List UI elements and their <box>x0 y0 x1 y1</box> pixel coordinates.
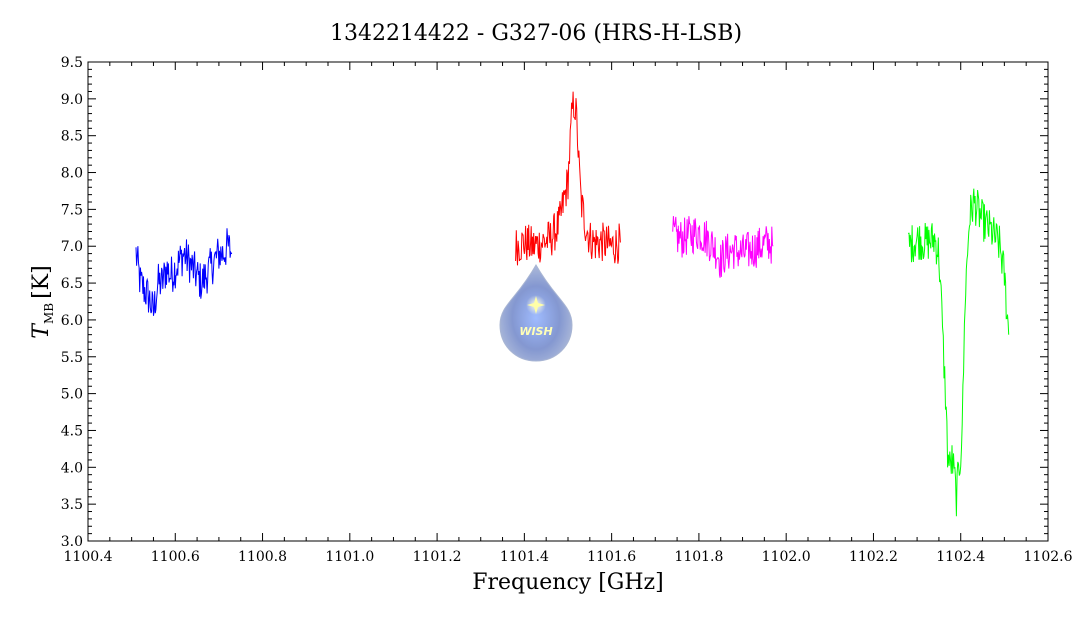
y-tick-label: 4.0 <box>61 460 83 476</box>
x-tick-label: 1102.2 <box>849 549 898 565</box>
x-tick-label: 1101.2 <box>413 549 462 565</box>
svg-text:TMB[K]: TMB [K] <box>29 265 56 338</box>
spectrum-series-2 <box>515 91 621 266</box>
x-tick-label: 1102.0 <box>762 549 811 565</box>
y-tick-label: 7.5 <box>61 202 83 218</box>
y-tick-label: 9.5 <box>61 55 83 71</box>
y-axis-label-sub: MB <box>42 303 56 324</box>
y-axis-label-main: T <box>29 322 54 339</box>
series-layer <box>135 91 1010 517</box>
x-tick-label: 1101.0 <box>325 549 374 565</box>
x-tick-label: 1101.6 <box>587 549 636 565</box>
y-axis-label: TMB [K] <box>29 265 56 338</box>
y-tick-label: 3.0 <box>61 534 83 550</box>
x-tick-label: 1102.4 <box>936 549 985 565</box>
x-axis-ticks: 1100.4 1100.6 1100.8 1101.0 1101.2 1101.4 1101… <box>64 62 1072 565</box>
y-tick-label: 9.0 <box>61 92 83 108</box>
y-tick-label: 6.5 <box>61 276 83 292</box>
y-tick-label: 5.0 <box>61 387 83 403</box>
y-tick-label: 5.5 <box>61 350 83 366</box>
x-tick-label: 1102.6 <box>1024 549 1072 565</box>
y-tick-label: 3.5 <box>61 497 83 513</box>
y-tick-label: 6.0 <box>61 313 83 329</box>
wish-logo: WISH <box>499 263 573 362</box>
y-tick-label: 7.0 <box>61 239 83 255</box>
y-tick-label: 8.5 <box>61 129 83 145</box>
wish-logo-text: WISH <box>519 325 552 338</box>
x-tick-label: 1100.8 <box>238 549 287 565</box>
y-axis-label-unit: [K] <box>29 265 54 299</box>
x-tick-label: 1100.4 <box>64 549 113 565</box>
x-tick-label: 1100.6 <box>151 549 200 565</box>
spectrum-series-4 <box>907 188 1010 517</box>
x-tick-label: 1101.4 <box>500 549 549 565</box>
spectrum-series-1 <box>135 228 233 316</box>
y-tick-label: 4.5 <box>61 423 83 439</box>
chart-title: 1342214422 - G327-06 (HRS-H-LSB) <box>330 21 742 46</box>
y-tick-label: 8.0 <box>61 166 83 182</box>
x-tick-label: 1101.8 <box>674 549 723 565</box>
spectrum-series-3 <box>672 216 774 278</box>
y-axis-ticks: 3.0 3.5 4.0 4.5 5.0 5.5 6.0 6.5 7.0 7.5 8.0 8.5 9.0 9… <box>61 55 1048 550</box>
x-axis-label: Frequency [GHz] <box>472 570 664 595</box>
plot-frame <box>87 61 1049 542</box>
